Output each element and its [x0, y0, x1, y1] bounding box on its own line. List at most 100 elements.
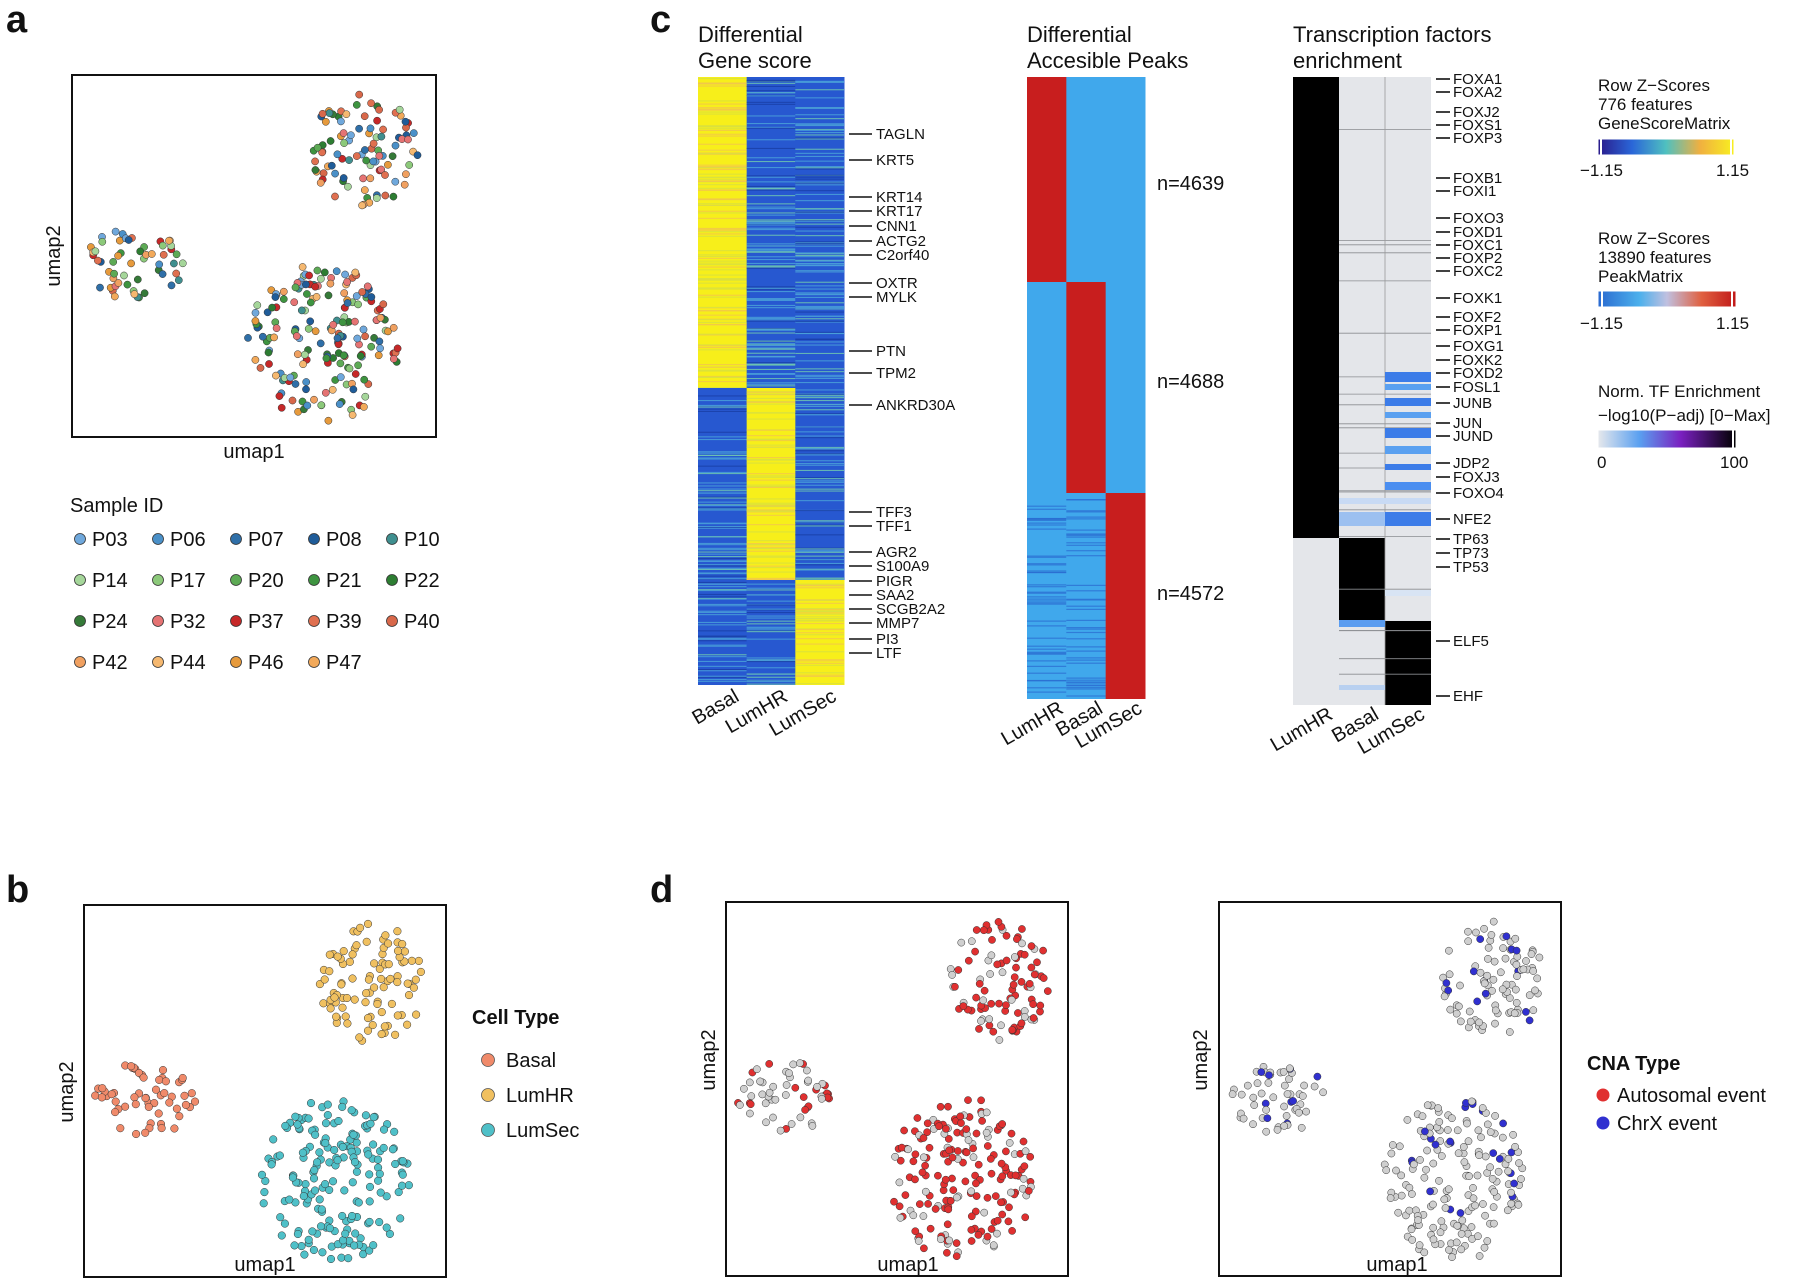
cna-legend-item: ChrX event [1596, 1113, 1717, 1135]
cell-type-legend-title: Cell Type [472, 1007, 559, 1029]
peaks-count-1: n=4639 [1157, 173, 1224, 195]
sample-legend-item: P07 [230, 529, 284, 551]
sample-legend-label: P24 [92, 611, 128, 633]
sample-legend-item: P08 [308, 529, 362, 551]
gene-label: PI3 [876, 631, 899, 648]
tf-label: FOXF2 [1453, 309, 1501, 326]
sample-legend-item: P47 [308, 652, 362, 674]
cb2-line1: Row Z−Scores [1598, 229, 1710, 248]
gene-label: OXTR [876, 275, 918, 292]
tf-label: ELF5 [1453, 633, 1489, 650]
sample-legend: Sample ID P03 P06 P07 P08 P10 P14 P17 P20 P21 P22… [70, 495, 440, 674]
gene-label: TAGLN [876, 126, 925, 143]
umap-d2-xlabel: umap1 [1366, 1254, 1427, 1276]
cell-type-legend-label: LumHR [506, 1085, 574, 1107]
cb1-line3: GeneScoreMatrix [1598, 114, 1731, 133]
umap-sample-points [87, 90, 422, 425]
cell-type-legend-item: Basal [481, 1050, 556, 1072]
cb2-line2: 13890 features [1598, 248, 1711, 267]
cb3-max: 100 [1720, 453, 1748, 472]
sample-legend-item: P24 [74, 611, 128, 633]
gene-score-title-2: Gene score [698, 48, 812, 73]
tf-label: FOXC2 [1453, 263, 1503, 280]
colorbar-gene-score: Row Z−Scores 776 features GeneScoreMatri… [1580, 76, 1749, 180]
cna-legend-item: Autosomal event [1596, 1085, 1766, 1107]
cb3-line2: −log10(P−adj) [0−Max] [1598, 406, 1770, 425]
tf-label: FOXC1 [1453, 237, 1503, 254]
sample-legend-item: P42 [74, 652, 128, 674]
cna-legend: CNA Type Autosomal event ChrX event [1587, 1053, 1766, 1135]
tf-label: JUNB [1453, 395, 1492, 412]
peaks-title-1: Differential [1027, 22, 1132, 47]
gene-label: MMP7 [876, 615, 919, 632]
sample-legend-label: P46 [248, 652, 284, 674]
tf-title-1: Transcription factors [1293, 22, 1491, 47]
cna-legend-label: ChrX event [1617, 1113, 1717, 1135]
gene-label: AGR2 [876, 544, 917, 561]
gene-label: CNN1 [876, 218, 917, 235]
umap-sample-plot: umap1 umap2 [43, 74, 437, 463]
sample-legend-item: P39 [308, 611, 362, 633]
sample-legend-label: P10 [404, 529, 440, 551]
gene-label: S100A9 [876, 558, 929, 575]
sample-legend-label: P32 [170, 611, 206, 633]
sample-legend-item: P03 [74, 529, 128, 551]
gene-label: PIGR [876, 573, 913, 590]
gene-label: SCGB2A2 [876, 601, 945, 618]
gene-label: TFF1 [876, 518, 912, 535]
sample-legend-label: P42 [92, 652, 128, 674]
peaks-cells [1027, 77, 1146, 699]
sample-legend-label: P22 [404, 570, 440, 592]
panel-label-d: d [650, 869, 673, 911]
cb1-line1: Row Z−Scores [1598, 76, 1710, 95]
gene-score-cells [698, 77, 845, 685]
gene-label: PTN [876, 343, 906, 360]
gene-label: MYLK [876, 289, 917, 306]
cell-type-legend-label: LumSec [506, 1120, 579, 1142]
peaks-count-2: n=4688 [1157, 371, 1224, 393]
tf-title-2: enrichment [1293, 48, 1402, 73]
umap-autosomal-plot: umap1 umap2 [698, 901, 1069, 1277]
gene-label: ACTG2 [876, 233, 926, 250]
tf-label: JUN [1453, 415, 1482, 432]
sample-legend-label: P40 [404, 611, 440, 633]
tf-label: TP63 [1453, 531, 1489, 548]
tf-column-label: LumHR [1267, 703, 1337, 756]
sample-legend-item: P17 [152, 570, 206, 592]
umap-d1-ylabel: umap2 [698, 1029, 720, 1090]
cb1-max: 1.15 [1716, 161, 1749, 180]
gene-score-title-1: Differential [698, 22, 803, 47]
peaks-heatmap: Differential Accesible Peaks n=4639 n=46… [997, 22, 1224, 753]
tf-label: FOXI1 [1453, 183, 1496, 200]
sample-legend-label: P08 [326, 529, 362, 551]
cb3-line1: Norm. TF Enrichment [1598, 382, 1760, 401]
tf-label: FOXD2 [1453, 365, 1503, 382]
sample-legend-item: P22 [386, 570, 440, 592]
sample-legend-label: P37 [248, 611, 284, 633]
sample-legend-title: Sample ID [70, 495, 163, 517]
tf-heatmap: Transcription factors enrichment FOXA1 FO… [1267, 22, 1504, 759]
tf-label: FOXS1 [1453, 117, 1502, 134]
sample-legend-label: P06 [170, 529, 206, 551]
gene-label: KRT5 [876, 152, 914, 169]
sample-legend-item: P46 [230, 652, 284, 674]
peaks-title-2: Accesible Peaks [1027, 48, 1188, 73]
sample-legend-label: P39 [326, 611, 362, 633]
gene-score-heatmap: Differential Gene score TAGLN KRT5 KRT14KR… [689, 22, 956, 741]
tf-label: FOXA1 [1453, 71, 1502, 88]
tf-label: FOXD1 [1453, 224, 1503, 241]
sample-legend-item: P20 [230, 570, 284, 592]
cb2-max: 1.15 [1716, 314, 1749, 333]
umap-d2-ylabel: umap2 [1190, 1029, 1212, 1090]
tf-label: FOXB1 [1453, 170, 1502, 187]
gene-score-gene-labels: TAGLNKRT5KRT14KRT17CNN1ACTG2C2orf40OXTRM… [849, 126, 955, 662]
cell-type-legend: Cell Type Basal LumHR LumSec [472, 1007, 579, 1142]
tf-label: FOXP1 [1453, 322, 1502, 339]
tf-label: FOXG1 [1453, 338, 1504, 355]
gene-label: KRT14 [876, 189, 922, 206]
sample-legend-label: P44 [170, 652, 206, 674]
